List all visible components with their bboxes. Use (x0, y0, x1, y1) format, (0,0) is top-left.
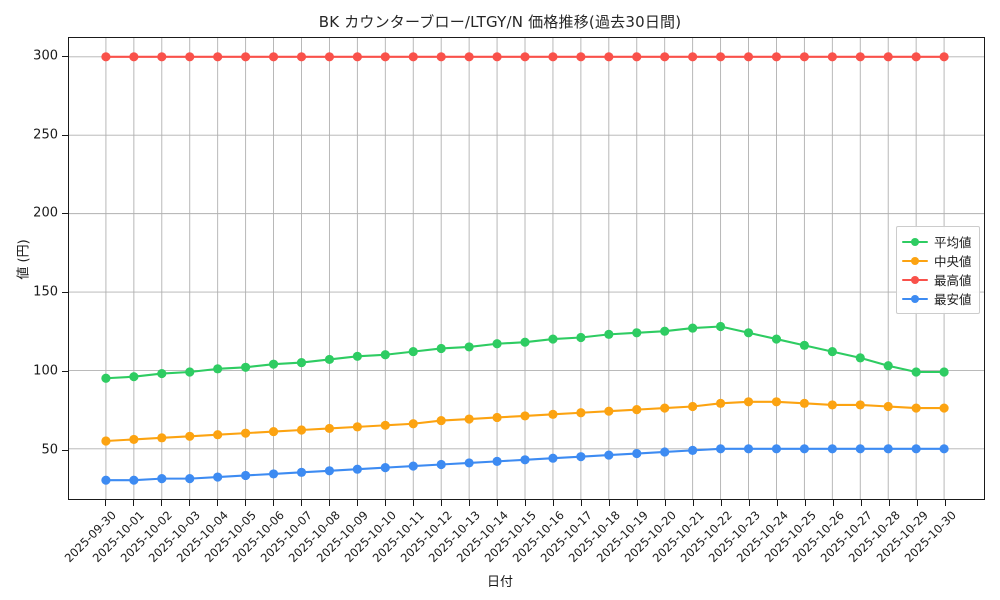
x-axis-tick-mark (525, 500, 527, 506)
x-axis-tick-mark (777, 500, 779, 506)
x-axis-tick-mark (161, 500, 163, 506)
x-axis-tick-mark (497, 500, 499, 506)
x-axis-tick-marks (68, 500, 985, 508)
x-axis-tick-mark (133, 500, 135, 506)
y-axis-tick-labels: 50 100 150 200 250 300 (0, 37, 58, 500)
x-axis-tick-mark (749, 500, 751, 506)
legend-marker-icon (902, 274, 928, 286)
x-axis-tick-mark (441, 500, 443, 506)
plot-area (68, 37, 985, 500)
x-axis-tick-mark (329, 500, 331, 506)
x-axis-tick-mark (105, 500, 107, 506)
x-axis-tick-mark (693, 500, 695, 506)
legend-marker-icon (902, 236, 928, 248)
x-axis-tick-mark (581, 500, 583, 506)
x-axis-tick-mark (889, 500, 891, 506)
legend-marker-icon (902, 293, 928, 305)
x-axis-label: 日付 (486, 575, 513, 590)
y-axis-tick-mark (62, 370, 68, 372)
x-axis-tick-mark (833, 500, 835, 506)
legend-item-1[interactable]: 平均値 (902, 232, 972, 251)
y-axis-tick-mark (62, 292, 68, 294)
data-series-layer (101, 52, 949, 485)
legend-label: 平均値 (934, 235, 972, 250)
x-axis-tick-mark (217, 500, 219, 506)
x-axis-tick-mark (469, 500, 471, 506)
y-axis-tick-mark (62, 134, 68, 136)
y-axis-tick-label: 250 (33, 127, 58, 143)
legend-item-2[interactable]: 中央値 (902, 251, 972, 270)
x-axis-tick-mark (553, 500, 555, 506)
x-axis-tick-mark (413, 500, 415, 506)
x-axis-tick-mark (385, 500, 387, 506)
legend-label: 最高値 (934, 273, 972, 288)
x-axis-tick-mark (357, 500, 359, 506)
x-axis-tick-mark (805, 500, 807, 506)
x-axis-tick-mark (861, 500, 863, 506)
x-axis-tick-labels: 2025-09-30 2025-10-01 2025-10-02 2025-10-03… (62, 508, 985, 578)
legend-item-4[interactable]: 最安値 (902, 289, 972, 308)
x-axis-tick-mark (721, 500, 723, 506)
x-axis-tick-mark (665, 500, 667, 506)
y-axis-tick-mark (62, 213, 68, 215)
x-axis-tick-mark (189, 500, 191, 506)
y-axis-tick-label: 50 (41, 442, 58, 458)
x-axis-tick-mark (301, 500, 303, 506)
chart-legend: 平均値中央値最高値最安値 (896, 226, 980, 314)
chart-title: BK カウンターブロー/LTGY/N 価格推移(過去30日間) (318, 13, 682, 31)
legend-item-3[interactable]: 最高値 (902, 270, 972, 289)
y-axis-tick-mark (62, 449, 68, 451)
y-axis-tick-label: 200 (33, 205, 58, 221)
x-axis-tick-mark (945, 500, 947, 506)
y-axis-tick-label: 300 (33, 48, 58, 64)
x-axis-tick-mark (609, 500, 611, 506)
x-axis-tick-mark (245, 500, 247, 506)
legend-label: 最安値 (934, 292, 972, 307)
y-axis-tick-marks (0, 37, 68, 500)
y-axis-tick-mark (62, 55, 68, 57)
y-axis-tick-label: 150 (33, 284, 58, 300)
legend-label: 中央値 (934, 254, 972, 269)
x-axis-tick-mark (637, 500, 639, 506)
y-axis-tick-label: 100 (33, 363, 58, 379)
x-axis-tick-mark (917, 500, 919, 506)
x-axis-tick-mark (273, 500, 275, 506)
legend-marker-icon (902, 255, 928, 267)
